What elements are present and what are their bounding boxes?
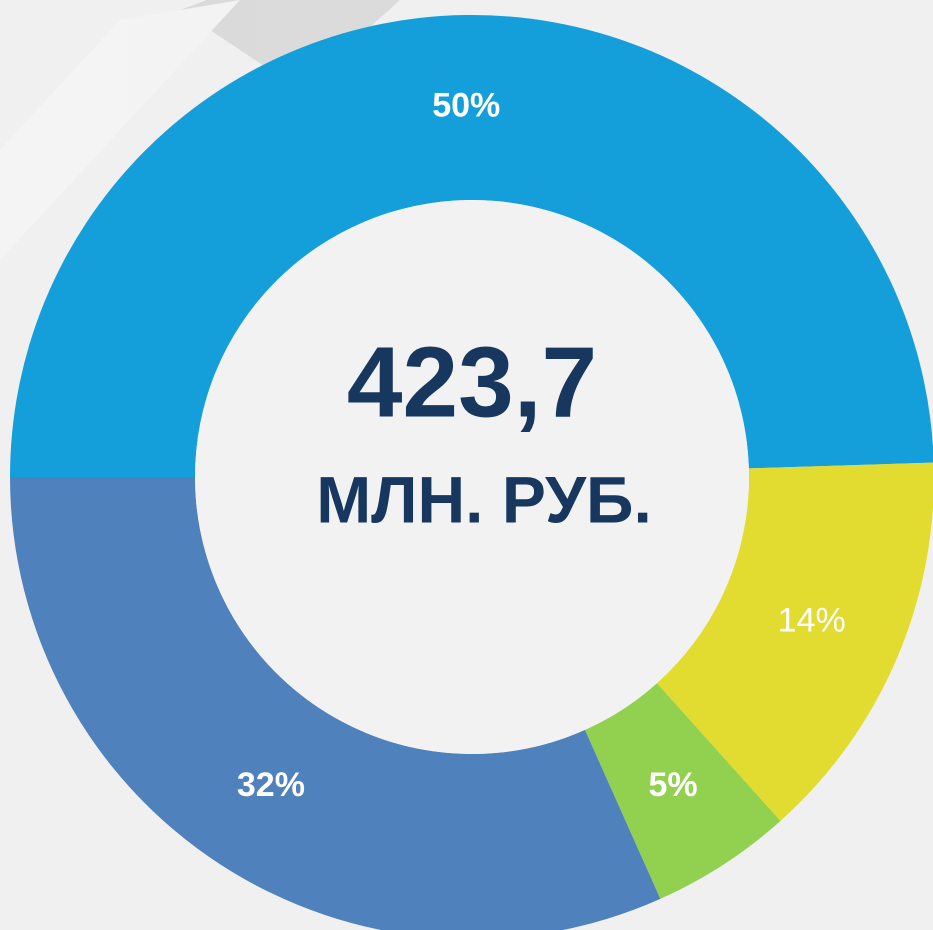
- data-label: 32%: [237, 766, 305, 804]
- slice: [10, 14, 933, 477]
- ornament: [0, 0, 400, 260]
- slice: [584, 683, 781, 899]
- data-label: 5%: [649, 766, 698, 804]
- slice: [656, 462, 933, 821]
- center-value: 423,7: [347, 326, 597, 438]
- donut: [10, 14, 933, 930]
- data-label: 50%: [432, 87, 500, 125]
- donut-hole: [195, 200, 749, 754]
- slice: [10, 477, 661, 930]
- data-label: 14%: [778, 601, 846, 639]
- center-unit: МЛН. РУБ.: [316, 462, 652, 536]
